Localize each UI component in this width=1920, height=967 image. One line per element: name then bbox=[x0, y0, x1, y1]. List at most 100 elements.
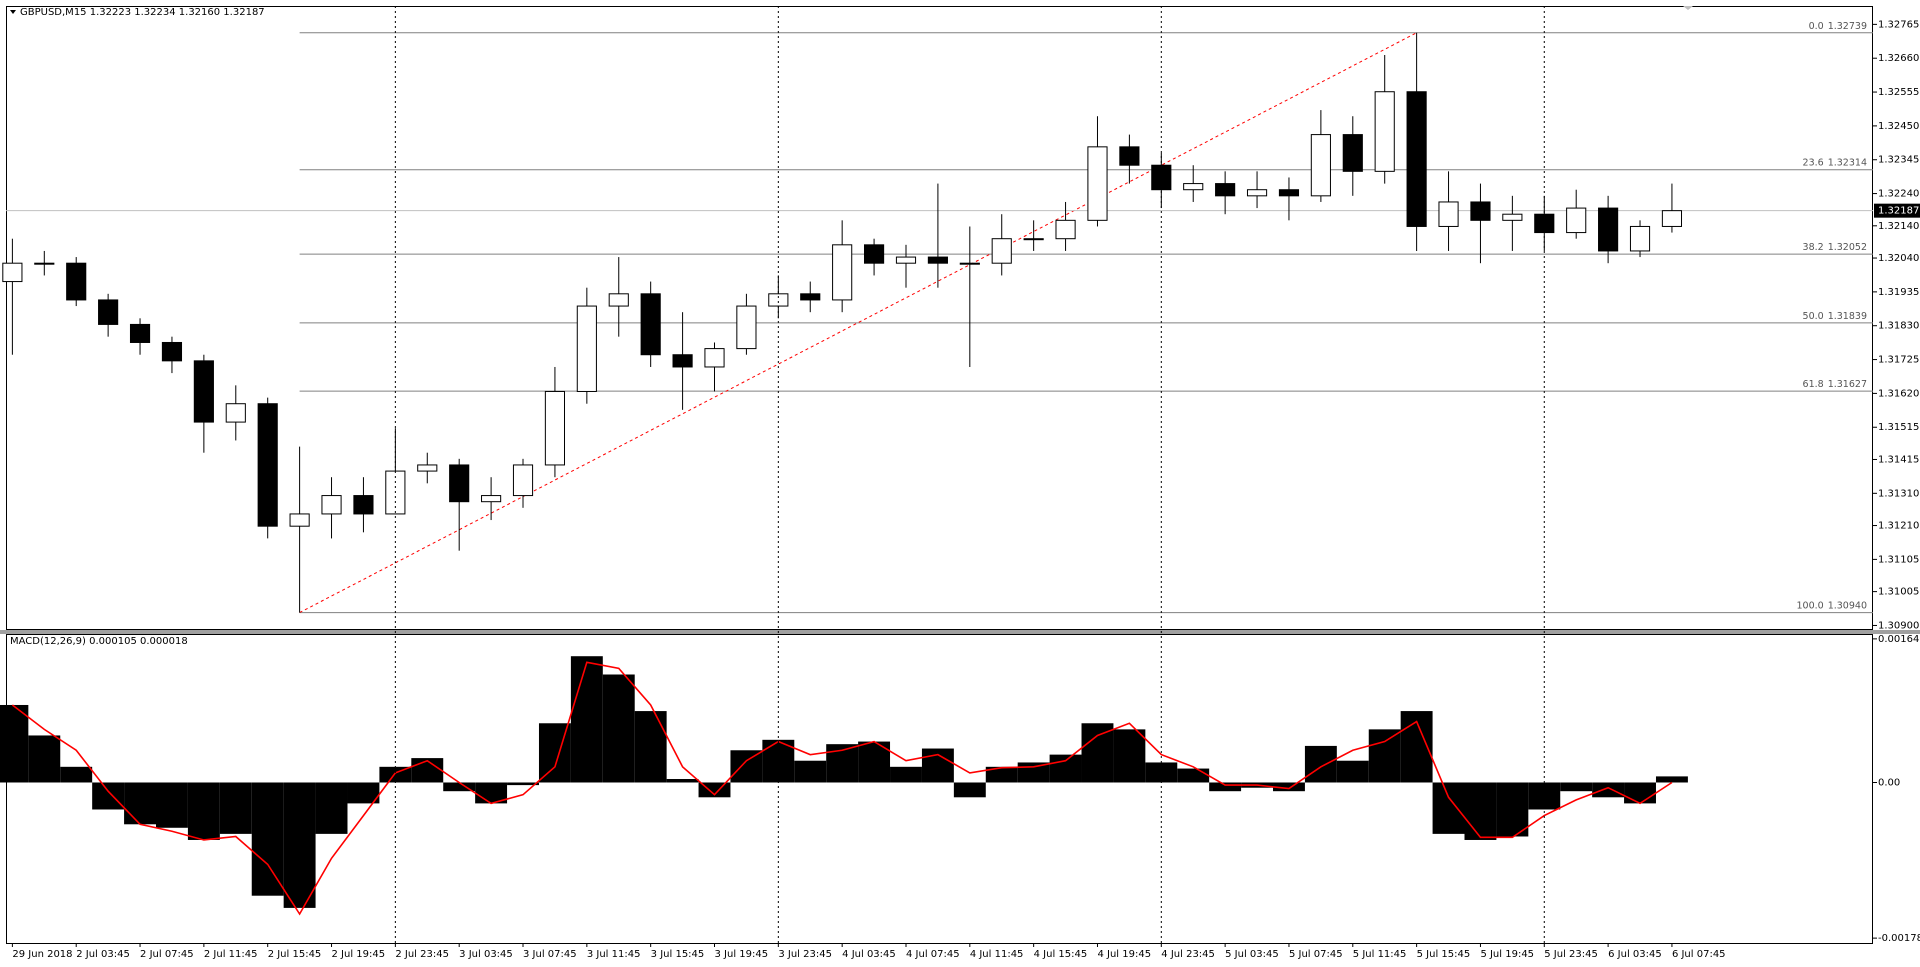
candle-body bbox=[34, 262, 55, 265]
candle-body bbox=[289, 513, 310, 527]
current-price-box bbox=[1874, 203, 1920, 218]
candle-body bbox=[800, 293, 821, 301]
fib-level-label: 38.2 1.32052 bbox=[1803, 242, 1867, 253]
candle-body bbox=[449, 464, 470, 503]
x-tick-label: 2 Jul 07:45 bbox=[140, 949, 194, 960]
macd-bar bbox=[1432, 782, 1465, 834]
macd-bar bbox=[0, 704, 29, 783]
panel-separator[interactable] bbox=[0, 630, 1920, 634]
candle-body bbox=[1374, 91, 1395, 172]
candle-body bbox=[736, 305, 757, 350]
macd-bar bbox=[187, 782, 220, 840]
macd-bar bbox=[1496, 782, 1529, 837]
y-tick-label: 0.001649 bbox=[1878, 634, 1920, 645]
candle-body bbox=[1406, 91, 1427, 227]
candle-body bbox=[1598, 207, 1619, 252]
x-tick-label: 5 Jul 19:45 bbox=[1480, 949, 1534, 960]
fib-level-label: 61.8 1.31627 bbox=[1803, 379, 1867, 390]
macd-bar bbox=[92, 782, 125, 810]
candle-body bbox=[353, 495, 374, 515]
macd-bar bbox=[507, 782, 539, 786]
candle-body bbox=[864, 244, 885, 264]
fib-level-label: 100.0 1.30940 bbox=[1797, 600, 1868, 611]
y-tick-label: 1.32555 bbox=[1878, 87, 1919, 98]
candle-body bbox=[161, 341, 183, 362]
candle-body bbox=[895, 256, 917, 264]
x-tick-label: 3 Jul 07:45 bbox=[523, 949, 577, 960]
macd-bar bbox=[1304, 745, 1337, 783]
x-tick-label: 2 Jul 03:45 bbox=[76, 949, 130, 960]
macd-bar bbox=[315, 782, 348, 834]
candle-body bbox=[1119, 146, 1140, 166]
candle-body bbox=[672, 354, 693, 368]
y-tick-label: 1.31105 bbox=[1878, 554, 1919, 565]
candle-body bbox=[1055, 219, 1076, 240]
scroll-marker[interactable] bbox=[1683, 6, 1693, 10]
x-tick-label: 4 Jul 03:45 bbox=[842, 949, 896, 960]
candle-body bbox=[193, 360, 214, 423]
candle-body bbox=[129, 323, 151, 343]
x-tick-label: 5 Jul 11:45 bbox=[1353, 949, 1407, 960]
x-tick-label: 2 Jul 15:45 bbox=[268, 949, 322, 960]
macd-bar bbox=[1592, 782, 1625, 798]
x-tick-label: 4 Jul 19:45 bbox=[1097, 949, 1151, 960]
candle-body bbox=[1278, 189, 1300, 197]
current-price-label: 1.32187 bbox=[1878, 206, 1919, 217]
candle-body bbox=[1566, 207, 1587, 234]
candle-body bbox=[832, 244, 853, 301]
macd-bar bbox=[1113, 729, 1146, 783]
x-tick-label: 6 Jul 03:45 bbox=[1608, 949, 1662, 960]
macd-bar bbox=[219, 782, 252, 834]
candle-body bbox=[991, 238, 1012, 264]
signal-line bbox=[11, 661, 1673, 916]
macd-bar bbox=[602, 674, 635, 783]
y-tick-label: 1.30900 bbox=[1878, 620, 1919, 631]
price-panel-frame bbox=[6, 6, 1873, 630]
macd-bar bbox=[1624, 782, 1656, 804]
macd-bar bbox=[1336, 760, 1369, 783]
candle-body bbox=[66, 262, 87, 301]
candle-body bbox=[704, 348, 725, 368]
candle-body bbox=[225, 403, 246, 423]
candle-body bbox=[1502, 213, 1523, 221]
macd-bar bbox=[985, 766, 1018, 783]
x-tick-label: 5 Jul 03:45 bbox=[1225, 949, 1279, 960]
macd-bar bbox=[634, 711, 667, 783]
x-tick-label: 4 Jul 23:45 bbox=[1161, 949, 1215, 960]
macd-bar bbox=[28, 735, 61, 783]
y-tick-label: 1.32450 bbox=[1878, 121, 1919, 132]
macd-bar bbox=[666, 779, 699, 783]
y-tick-label: 1.32040 bbox=[1878, 253, 1919, 264]
x-tick-label: 4 Jul 11:45 bbox=[970, 949, 1024, 960]
y-tick-label: 1.31935 bbox=[1878, 287, 1919, 298]
y-tick-label: 1.31310 bbox=[1878, 488, 1919, 499]
y-tick-label: 1.31830 bbox=[1878, 321, 1919, 332]
candle-body bbox=[640, 293, 661, 356]
candle-body bbox=[1215, 183, 1236, 197]
y-tick-label: 1.32240 bbox=[1878, 189, 1919, 200]
symbol-menu-arrow[interactable] bbox=[10, 10, 16, 14]
candle-body bbox=[481, 495, 502, 503]
y-tick-label: 0.00 bbox=[1878, 777, 1900, 788]
x-tick-label: 2 Jul 23:45 bbox=[395, 949, 449, 960]
candle-body bbox=[608, 293, 629, 307]
candle-body bbox=[1183, 183, 1204, 191]
x-tick-label: 29 Jun 2018 bbox=[12, 949, 72, 960]
macd-bar bbox=[411, 758, 444, 783]
x-tick-label: 4 Jul 07:45 bbox=[906, 949, 960, 960]
candle-body bbox=[98, 299, 119, 325]
macd-bar bbox=[890, 766, 922, 783]
y-tick-label: 1.31515 bbox=[1878, 422, 1919, 433]
x-tick-label: 4 Jul 15:45 bbox=[1034, 949, 1088, 960]
x-tick-label: 3 Jul 03:45 bbox=[459, 949, 513, 960]
candle-body bbox=[1087, 146, 1108, 221]
fib-level-price: 1.32314 bbox=[1828, 157, 1867, 168]
fib-level-price: 1.31839 bbox=[1828, 310, 1867, 321]
y-tick-label: 1.31005 bbox=[1878, 587, 1919, 598]
x-tick-label: 3 Jul 19:45 bbox=[715, 949, 769, 960]
fib-level-label: 23.6 1.32314 bbox=[1803, 157, 1867, 168]
chart-title: GBPUSD,M15 1.32223 1.32234 1.32160 1.321… bbox=[20, 7, 265, 18]
x-tick-label: 5 Jul 15:45 bbox=[1417, 949, 1471, 960]
candle-body bbox=[1661, 210, 1683, 227]
